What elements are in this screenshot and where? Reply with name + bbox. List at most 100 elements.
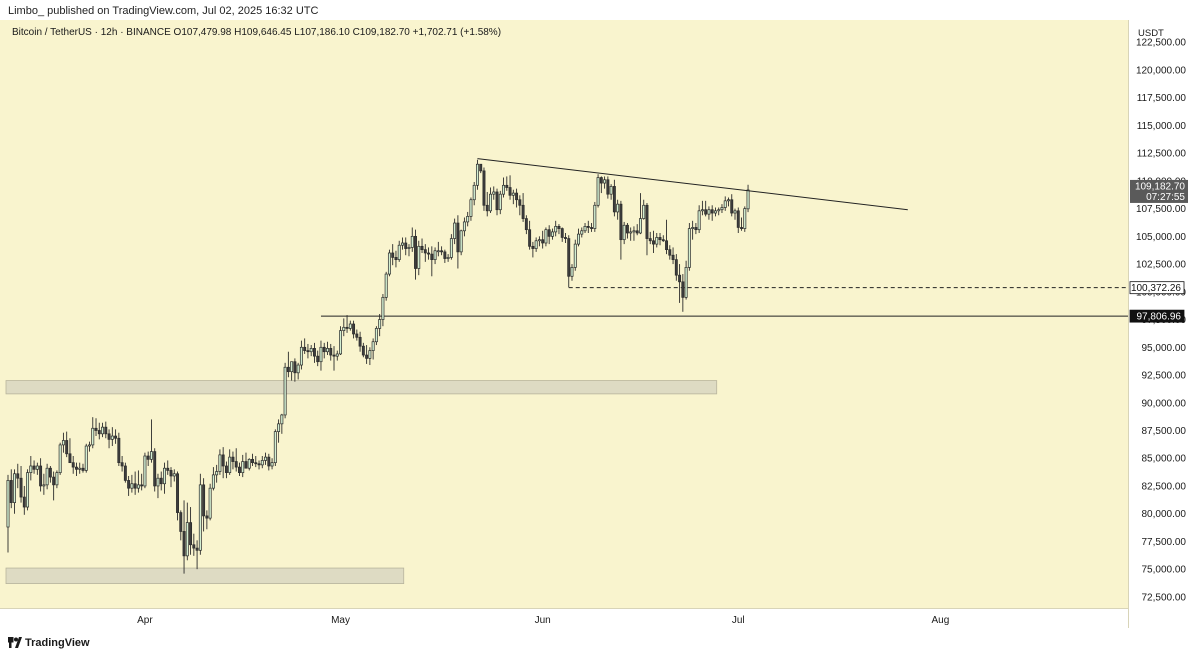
candle-down [9, 480, 13, 503]
candle-up [407, 247, 411, 249]
price-axis[interactable] [1128, 20, 1200, 628]
candle-up [185, 522, 189, 557]
candle-down [244, 461, 248, 469]
candle-down [257, 463, 261, 466]
candle-down [179, 512, 183, 532]
candle-down [52, 476, 56, 486]
time-tick-label: Apr [137, 615, 153, 626]
candle-up [459, 230, 463, 253]
price-tick-label: 102,500.00 [1136, 260, 1186, 271]
candle-up [110, 435, 114, 440]
candle-up [511, 192, 515, 196]
candle-up [335, 353, 339, 357]
candle-down [332, 354, 336, 357]
candle-down [528, 229, 532, 247]
candle-up [55, 472, 59, 486]
candle-down [365, 354, 369, 359]
candle-down [678, 274, 682, 283]
candle-down [39, 465, 43, 487]
candle-down [456, 222, 460, 253]
candle-up [290, 361, 294, 373]
candle-down [123, 465, 127, 481]
zones-layer [5, 380, 718, 584]
candle-up [639, 218, 642, 234]
chart-area[interactable] [0, 20, 1128, 608]
candle-down [303, 346, 307, 351]
candle-up [296, 364, 300, 374]
candle-up [241, 461, 245, 473]
candle-down [345, 326, 349, 329]
candle-up [283, 366, 287, 416]
candle-down [648, 238, 652, 242]
candle-down [306, 350, 310, 353]
candle-up [384, 273, 388, 298]
candle-up [475, 163, 479, 186]
candle-up [472, 184, 476, 201]
candle-down [414, 235, 417, 269]
price-tick-label: 112,500.00 [1137, 149, 1187, 160]
candle-down [286, 366, 290, 373]
candle-up [397, 244, 401, 260]
candle-down [329, 348, 333, 356]
candle-down [75, 466, 78, 470]
candle-down [352, 323, 356, 335]
tradingview-logo-icon [8, 637, 22, 648]
candle-up [163, 467, 166, 485]
candle-up [717, 209, 721, 212]
candle-up [78, 467, 82, 470]
candle-up [596, 177, 600, 206]
candle-down [606, 179, 610, 195]
candle-down [495, 191, 499, 211]
candle-up [700, 209, 704, 212]
candle-down [427, 252, 431, 255]
candle-down [312, 348, 316, 357]
candle-down [358, 336, 362, 347]
candle-up [446, 257, 450, 259]
candle-up [136, 484, 140, 489]
candle-up [691, 227, 695, 229]
candle-down [665, 240, 669, 251]
candle-down [521, 204, 525, 219]
candle-down [531, 245, 535, 249]
candle-down [234, 461, 238, 468]
candle-down [81, 467, 85, 471]
candle-down [117, 437, 121, 464]
candle-up [603, 179, 607, 184]
candle-down [612, 186, 616, 213]
candle-down [133, 483, 137, 489]
candle-up [707, 209, 711, 215]
candle-up [45, 467, 49, 486]
candle-up [26, 472, 30, 508]
price-tick-label: 90,000.00 [1142, 398, 1187, 409]
candle-down [508, 187, 512, 196]
candle-down [146, 455, 150, 460]
candle-up [743, 208, 747, 229]
candle-down [710, 209, 714, 214]
candle-up [58, 444, 62, 473]
candle-down [681, 281, 685, 298]
candle-down [94, 427, 98, 431]
candle-up [720, 207, 724, 211]
level-tag [1129, 309, 1185, 323]
candle-down [224, 465, 228, 473]
candle-up [61, 440, 65, 446]
candle-up [218, 454, 222, 472]
candle-down [740, 227, 743, 229]
candle-down [120, 462, 124, 467]
level-tag [1129, 281, 1185, 295]
candle-up [156, 477, 160, 487]
price-tick-label: 87,500.00 [1142, 426, 1187, 437]
candle-up [401, 242, 404, 246]
countdown-label: 07:27:55 [1146, 192, 1185, 203]
candle-up [88, 444, 91, 447]
time-axis[interactable] [0, 608, 1128, 631]
time-axis-labels: Apr May Jun Jul Aug [137, 615, 949, 626]
price-axis-labels: USDT 72,500.00 75,000.00 77,500.00 80,000.00… [1136, 28, 1186, 603]
candle-up [453, 222, 457, 239]
candle-down [652, 240, 655, 245]
candle-down [430, 253, 434, 260]
candle-down [192, 544, 196, 549]
candle-up [247, 458, 251, 469]
candle-down [423, 249, 427, 254]
